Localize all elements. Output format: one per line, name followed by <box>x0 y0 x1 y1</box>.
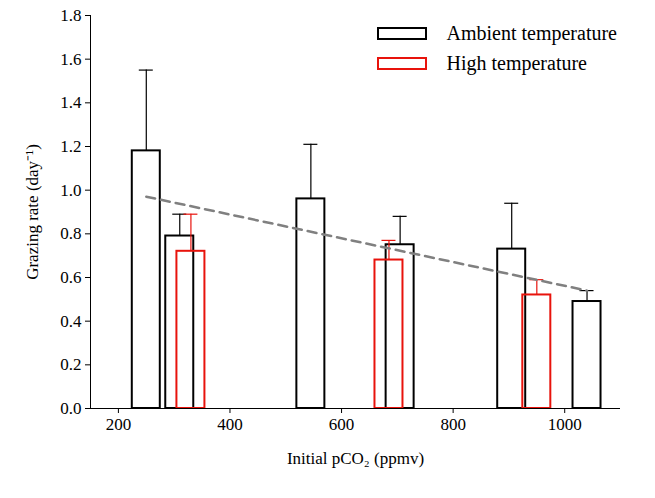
svg-text:1.6: 1.6 <box>60 50 81 69</box>
svg-text:1.8: 1.8 <box>60 6 81 25</box>
svg-text:200: 200 <box>106 415 132 434</box>
svg-text:0.6: 0.6 <box>60 268 81 287</box>
svg-text:1000: 1000 <box>548 415 582 434</box>
svg-text:400: 400 <box>217 415 243 434</box>
svg-text:0.2: 0.2 <box>60 355 81 374</box>
svg-text:0.0: 0.0 <box>60 399 81 418</box>
svg-text:Initial pCO₂ (ppmv): Initial pCO₂ (ppmv) <box>287 449 424 468</box>
html-text:High temperature: High temperature <box>446 51 587 74</box>
svg-text:1.2: 1.2 <box>60 137 81 156</box>
html-text:Ambient temperature: Ambient temperature <box>446 21 617 44</box>
svg-text:0.8: 0.8 <box>60 224 81 243</box>
svg-text:Grazing rate (day⁻¹): Grazing rate (day⁻¹) <box>23 144 42 280</box>
svg-text:1.4: 1.4 <box>60 93 82 112</box>
svg-text:600: 600 <box>329 415 355 434</box>
svg-text:800: 800 <box>440 415 466 434</box>
svg-text:0.4: 0.4 <box>60 312 82 331</box>
svg-text:1.0: 1.0 <box>60 181 81 200</box>
